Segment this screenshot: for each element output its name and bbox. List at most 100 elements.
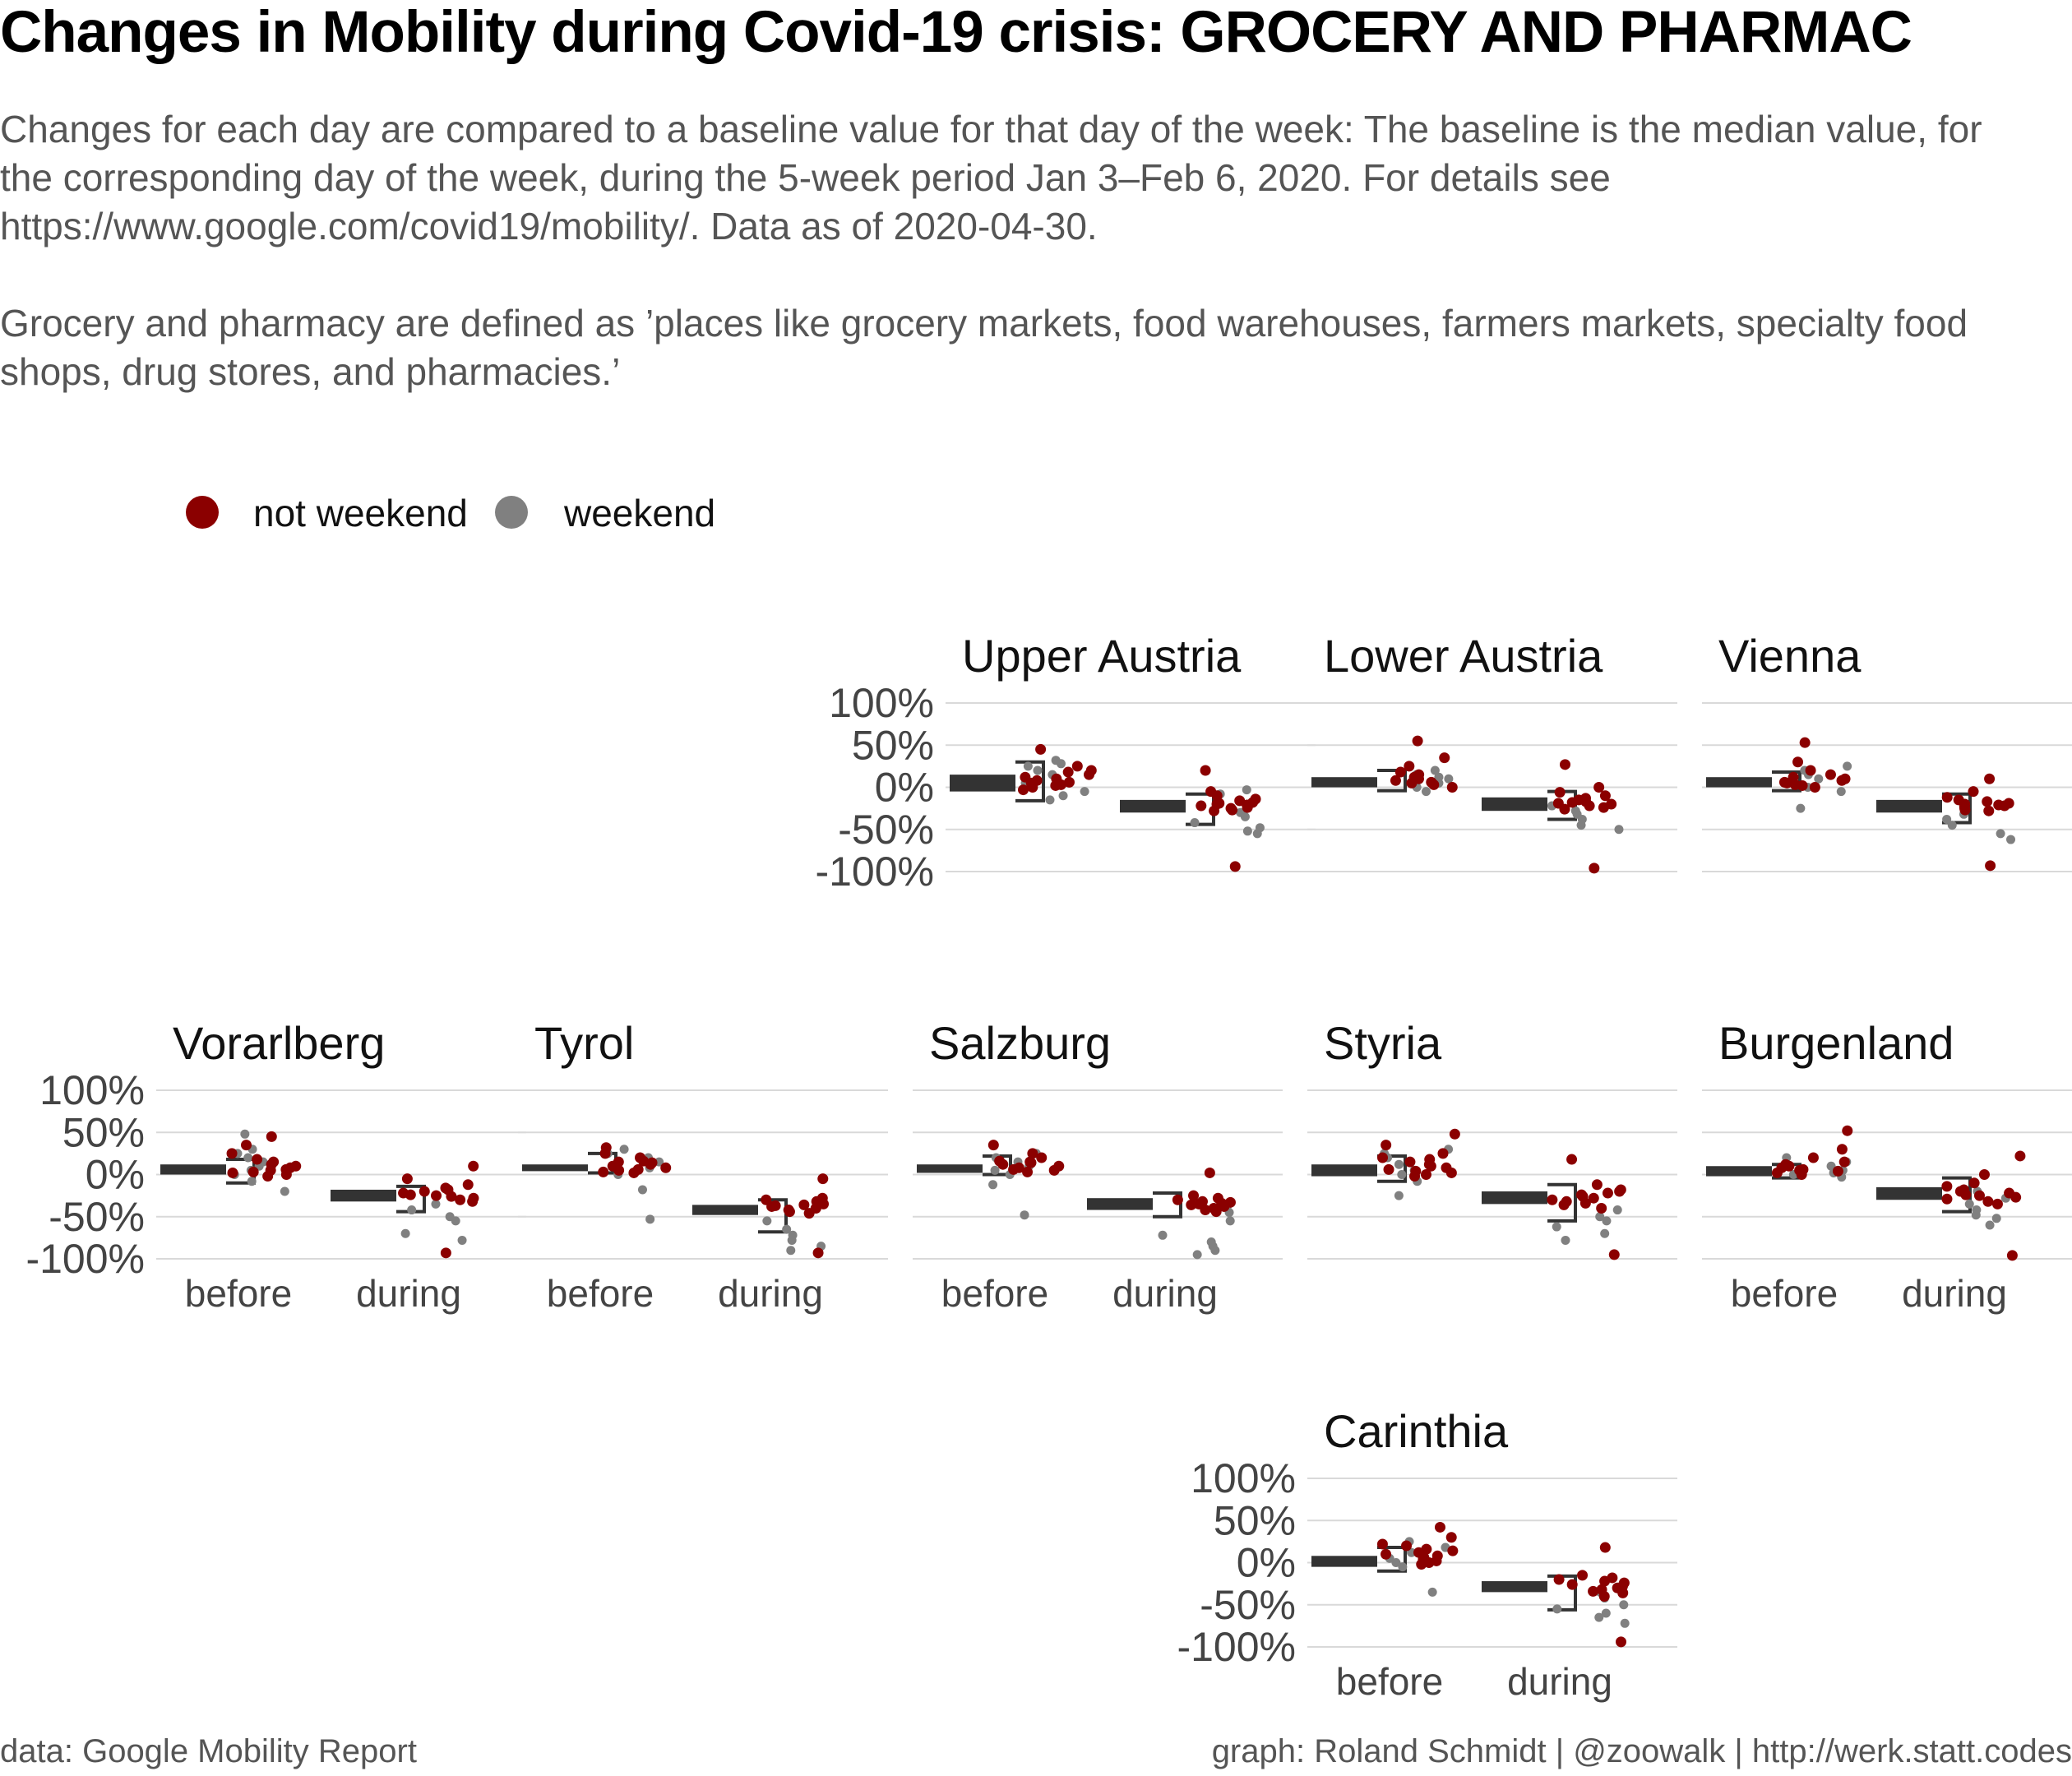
point-not-weekend (1566, 797, 1578, 808)
point-not-weekend (1978, 1169, 1990, 1180)
point-not-weekend (1062, 766, 1074, 778)
point-not-weekend (1832, 1165, 1843, 1177)
box-before (917, 1164, 983, 1173)
box-before (1311, 777, 1377, 788)
legend-key-not_weekend (186, 496, 219, 529)
y-tick-label: 0% (86, 1152, 145, 1198)
point-weekend (1947, 821, 1957, 830)
point-not-weekend (1018, 784, 1029, 796)
point-not-weekend (1792, 756, 1804, 768)
box-during (1087, 1198, 1153, 1210)
point-not-weekend (1584, 800, 1595, 812)
y-tick-label: -100% (1177, 1624, 1296, 1670)
point-not-weekend (1242, 802, 1253, 813)
point-not-weekend (1377, 1152, 1389, 1163)
box-during (1876, 799, 1942, 813)
point-not-weekend (1825, 769, 1836, 780)
chart-title: Changes in Mobility during Covid-19 cris… (0, 0, 1912, 65)
point-weekend (787, 1235, 797, 1245)
point-weekend (400, 1228, 410, 1238)
panel-title-tyrol: Tyrol (534, 1017, 634, 1069)
point-not-weekend (2014, 1150, 2026, 1162)
point-weekend (1576, 821, 1586, 830)
point-not-weekend (1425, 1160, 1436, 1172)
point-weekend (1814, 774, 1824, 784)
point-weekend (407, 1205, 417, 1215)
point-not-weekend (226, 1148, 238, 1159)
point-weekend (1836, 787, 1846, 797)
point-weekend (1991, 1214, 2001, 1223)
point-weekend (1996, 829, 2005, 839)
point-not-weekend (1796, 1169, 1807, 1180)
point-not-weekend (599, 1148, 611, 1159)
point-not-weekend (1227, 804, 1238, 816)
point-weekend (1612, 1205, 1622, 1215)
point-not-weekend (1401, 1540, 1413, 1552)
panel-burgenland: Burgenland before during (1702, 1017, 2072, 1315)
box-during (1482, 1581, 1547, 1593)
point-not-weekend (1553, 1574, 1565, 1585)
point-weekend (1058, 791, 1068, 801)
point-not-weekend (1050, 779, 1061, 791)
point-not-weekend (2010, 1191, 2022, 1203)
point-not-weekend (1558, 1199, 1570, 1210)
point-not-weekend (1547, 1194, 1558, 1205)
point-weekend (1619, 1600, 1629, 1610)
point-not-weekend (613, 1156, 624, 1168)
point-not-weekend (766, 1200, 778, 1212)
y-tick-label: 50% (1214, 1497, 1296, 1543)
panel-title-styria: Styria (1324, 1017, 1442, 1069)
point-not-weekend (1186, 1199, 1197, 1210)
panel-title-lower-austria: Lower Austria (1324, 630, 1603, 682)
whisker-before (1377, 769, 1407, 793)
point-weekend (1430, 765, 1440, 775)
chart-subtitle: Changes for each day are compared to a b… (0, 105, 2023, 445)
point-weekend (1796, 803, 1806, 813)
point-not-weekend (1781, 777, 1792, 789)
point-not-weekend (1602, 1187, 1613, 1199)
point-not-weekend (1984, 773, 1996, 784)
point-weekend (431, 1199, 441, 1209)
y-tick-label: 50% (852, 722, 934, 768)
point-not-weekend (1941, 1193, 1953, 1205)
point-weekend (1190, 818, 1200, 828)
box-during (692, 1205, 758, 1215)
point-not-weekend (1409, 1171, 1421, 1182)
point-not-weekend (266, 1131, 277, 1142)
point-not-weekend (1598, 802, 1609, 813)
y-tick-label: 100% (1191, 1455, 1296, 1501)
panel-styria: Styria (1307, 1017, 1677, 1260)
point-weekend (1444, 774, 1454, 784)
point-not-weekend (1048, 1164, 1060, 1176)
point-not-weekend (1836, 1144, 1848, 1155)
point-not-weekend (1797, 779, 1808, 791)
point-not-weekend (468, 1160, 479, 1172)
point-not-weekend (1836, 775, 1848, 786)
x-tick-label-before: before (185, 1272, 292, 1315)
point-weekend (1601, 1608, 1611, 1618)
point-weekend (1421, 787, 1431, 797)
point-not-weekend (817, 1173, 829, 1185)
point-not-weekend (1027, 1148, 1038, 1159)
point-not-weekend (1598, 1591, 1610, 1602)
point-not-weekend (1381, 1140, 1392, 1151)
legend-key-weekend (495, 496, 528, 529)
point-not-weekend (467, 1196, 479, 1207)
whisker-during (1547, 1182, 1577, 1223)
point-not-weekend (1071, 761, 1083, 772)
point-not-weekend (1036, 1152, 1048, 1163)
point-weekend (786, 1246, 796, 1256)
panel-title-burgenland: Burgenland (1718, 1017, 1954, 1069)
point-not-weekend (1204, 1167, 1215, 1178)
point-weekend (1552, 1604, 1562, 1614)
legend-label-not_weekend: not weekend (253, 492, 468, 534)
point-not-weekend (1420, 1169, 1431, 1180)
point-weekend (645, 1214, 655, 1224)
point-not-weekend (1599, 790, 1611, 802)
point-not-weekend (987, 1140, 999, 1151)
point-not-weekend (1210, 1206, 1222, 1218)
box-before (950, 775, 1015, 792)
panel-lower-austria: Lower Austria (1307, 630, 1677, 874)
point-not-weekend (1982, 1196, 1994, 1207)
point-not-weekend (1566, 1154, 1578, 1165)
